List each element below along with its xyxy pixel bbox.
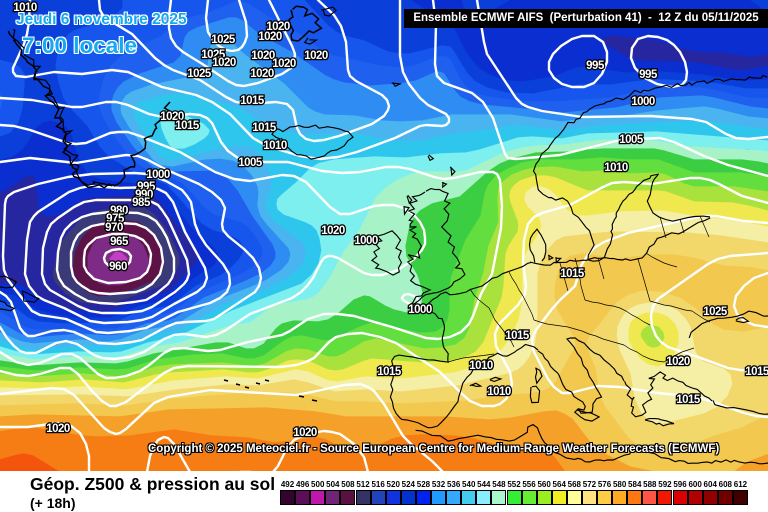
svg-text:980: 980 — [110, 205, 128, 217]
svg-text:1015: 1015 — [745, 366, 768, 378]
svg-text:1020: 1020 — [293, 427, 317, 439]
svg-text:1020: 1020 — [666, 356, 690, 368]
svg-text:1015: 1015 — [175, 120, 200, 132]
svg-text:1020: 1020 — [321, 225, 345, 237]
svg-text:1015: 1015 — [560, 268, 585, 280]
svg-text:1020: 1020 — [304, 50, 328, 62]
svg-text:990: 990 — [135, 189, 153, 201]
svg-text:1015: 1015 — [505, 330, 530, 342]
svg-text:1020: 1020 — [250, 68, 274, 80]
svg-text:1020: 1020 — [272, 58, 296, 70]
svg-text:1015: 1015 — [676, 394, 701, 406]
svg-text:1010: 1010 — [13, 2, 37, 14]
svg-text:1020: 1020 — [160, 111, 184, 123]
svg-text:1000: 1000 — [408, 304, 432, 316]
svg-text:985: 985 — [132, 197, 151, 209]
svg-text:960: 960 — [109, 261, 127, 273]
svg-text:970: 970 — [105, 222, 123, 234]
svg-text:995: 995 — [586, 60, 605, 72]
svg-text:995: 995 — [137, 181, 156, 193]
svg-text:1000: 1000 — [354, 235, 378, 247]
svg-text:995: 995 — [639, 69, 658, 81]
svg-text:1020: 1020 — [46, 423, 70, 435]
svg-text:1010: 1010 — [487, 386, 511, 398]
svg-text:1020: 1020 — [266, 21, 290, 33]
svg-text:1010: 1010 — [469, 360, 493, 372]
svg-text:1005: 1005 — [619, 134, 644, 146]
svg-text:1020: 1020 — [212, 57, 236, 69]
svg-text:1000: 1000 — [146, 169, 170, 181]
svg-text:1015: 1015 — [252, 122, 277, 134]
svg-text:1020: 1020 — [251, 50, 275, 62]
svg-text:1025: 1025 — [703, 306, 728, 318]
svg-text:1025: 1025 — [201, 49, 226, 61]
svg-text:1000: 1000 — [631, 96, 655, 108]
svg-text:1010: 1010 — [604, 162, 628, 174]
svg-text:975: 975 — [106, 213, 125, 225]
svg-text:1025: 1025 — [211, 34, 236, 46]
svg-text:1005: 1005 — [238, 157, 263, 169]
svg-text:1010: 1010 — [263, 140, 287, 152]
svg-text:1025: 1025 — [187, 68, 212, 80]
svg-text:1015: 1015 — [240, 95, 265, 107]
svg-text:965: 965 — [110, 236, 129, 248]
svg-text:1015: 1015 — [377, 366, 402, 378]
svg-text:1020: 1020 — [258, 31, 282, 43]
